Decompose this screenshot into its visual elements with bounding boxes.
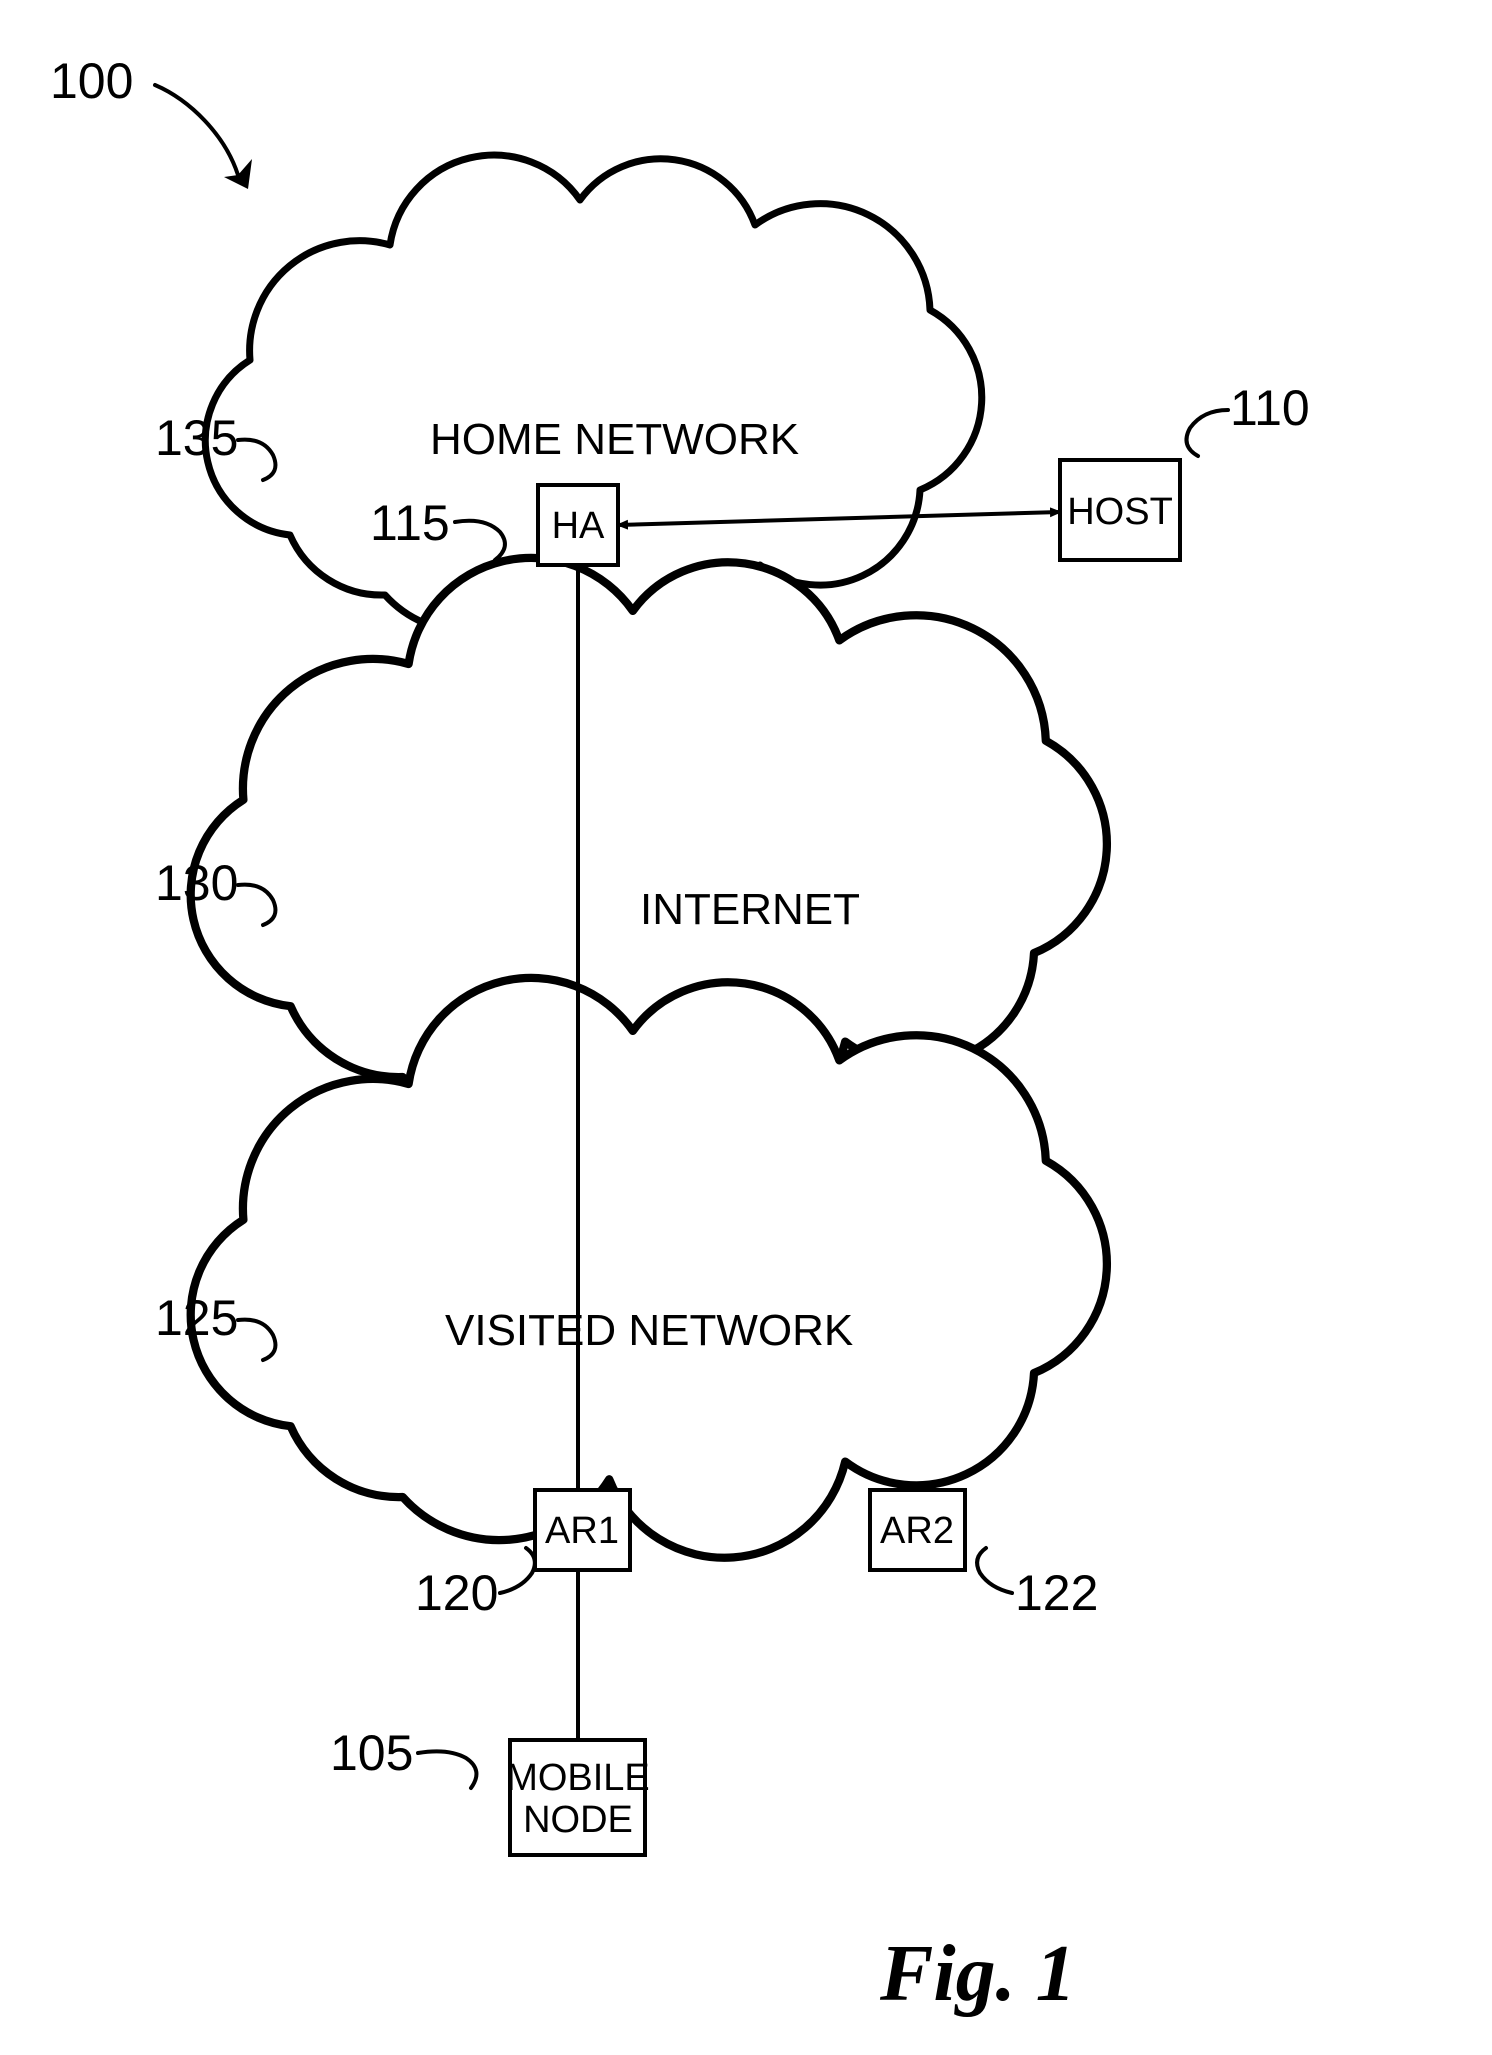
figure-caption: Fig. 1 — [879, 1930, 1076, 2018]
ref-135: 135 — [155, 410, 238, 466]
host-label: HOST — [1067, 491, 1173, 533]
internet-label: INTERNET — [640, 885, 860, 934]
ar1-label: AR1 — [545, 1510, 619, 1552]
home-network-label: HOME NETWORK — [430, 415, 799, 464]
leader-122 — [977, 1548, 1012, 1593]
mobile-node-label-1: MOBILE — [506, 1757, 650, 1799]
ref-122: 122 — [1015, 1565, 1098, 1621]
ref-130: 130 — [155, 855, 238, 911]
figure-ref: 100 — [50, 53, 133, 109]
ref-125: 125 — [155, 1290, 238, 1346]
visited-network-cloud — [191, 978, 1107, 1558]
leader-120 — [500, 1548, 535, 1593]
mobile-node-label-2: NODE — [523, 1799, 633, 1841]
ref-115: 115 — [370, 495, 450, 551]
ref-120: 120 — [415, 1565, 498, 1621]
ar2-label: AR2 — [880, 1510, 954, 1552]
ref-110: 110 — [1230, 380, 1310, 436]
ref-105: 105 — [330, 1725, 413, 1781]
visited-network-label: VISITED NETWORK — [445, 1306, 853, 1355]
figure: 100 HOME NETWORK INTERNET VISITED NETWOR… — [0, 0, 1492, 2055]
figure-ref-arrow — [155, 85, 238, 175]
leader-110 — [1186, 410, 1228, 456]
leader-105 — [418, 1751, 476, 1788]
ha-label: HA — [552, 505, 605, 547]
